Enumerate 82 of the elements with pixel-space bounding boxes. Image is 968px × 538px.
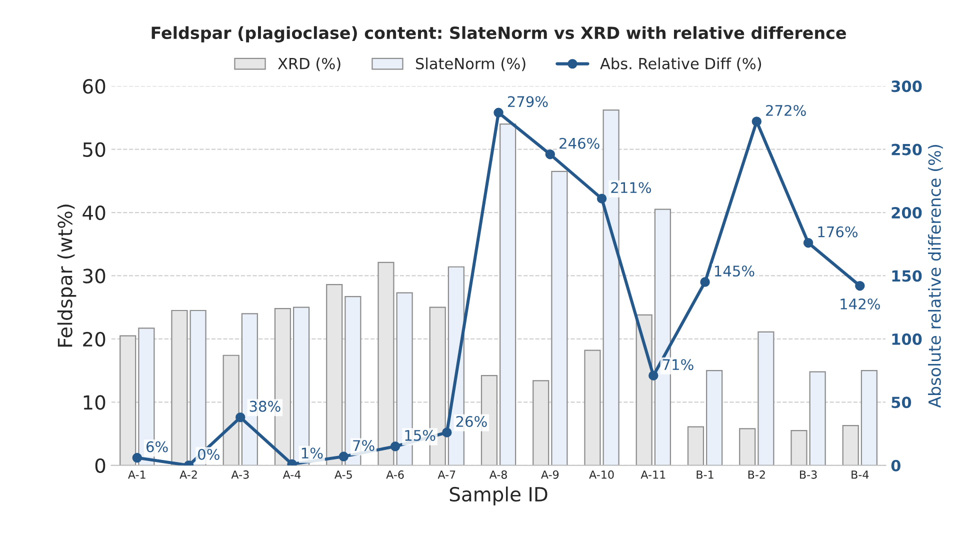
y2-tick-label: 0 (891, 460, 900, 472)
bar (706, 370, 723, 466)
y-tick-label: 20 (83, 332, 106, 347)
bar (739, 428, 756, 466)
point (700, 277, 710, 287)
y-tick-label: 0 (95, 458, 106, 474)
y-tick-label: 60 (83, 79, 106, 94)
data-label: 279% (508, 96, 548, 108)
legend-label: SlateNorm (%) (416, 58, 526, 72)
y2-tick-label: 50 (892, 396, 912, 408)
bar (758, 331, 774, 466)
x-tick-label: A-1 (128, 470, 146, 479)
y2-tick-label: 250 (892, 144, 922, 156)
point (545, 149, 556, 160)
data-label: 272% (766, 104, 806, 116)
data-label: 71% (662, 359, 694, 370)
x-tick-label: A-3 (231, 470, 249, 479)
x-tick-label: A-9 (541, 470, 559, 479)
x-tick-label: A-7 (438, 470, 456, 479)
y-axis-title: Feldspar (wt%) (57, 204, 76, 347)
y2-tick-label: 150 (892, 270, 922, 282)
legend-label: XRD (%) (278, 58, 340, 72)
bar (326, 284, 343, 466)
x-tick-label: B-1 (696, 470, 714, 479)
y-tick-label: 10 (84, 395, 106, 410)
y2-tick-label: 200 (892, 206, 922, 219)
point (338, 452, 348, 462)
data-label: 6% (146, 441, 168, 452)
x-tick-label: A-2 (180, 470, 197, 479)
x-tick-label: B-4 (852, 470, 869, 479)
point (132, 452, 142, 463)
data-label: 15% (405, 430, 436, 441)
bar (809, 371, 826, 466)
x-tick-label: A-8 (489, 470, 507, 479)
point (803, 238, 814, 248)
bar (687, 426, 704, 466)
y-tick-label: 30 (83, 268, 106, 284)
bar (532, 380, 550, 466)
bar (584, 350, 601, 466)
bar (171, 310, 188, 466)
y2-tick-label: 300 (892, 80, 922, 92)
data-label: 0% (198, 448, 220, 460)
y-tick-label: 50 (83, 142, 106, 157)
x-tick-label: A-4 (282, 470, 301, 479)
x-tick-label: A-11 (640, 470, 666, 479)
bar (860, 370, 878, 466)
y-tick-label: 40 (82, 205, 106, 220)
x-tick-label: B-3 (800, 470, 817, 479)
data-label: 26% (456, 416, 487, 428)
data-label: 145% (714, 266, 754, 277)
x-tick-label: B-2 (748, 470, 765, 479)
point (855, 280, 865, 291)
data-label: 142% (840, 298, 880, 310)
data-label: 246% (560, 138, 600, 149)
bar (500, 123, 516, 466)
data-label: 1% (302, 448, 323, 459)
y2-tick-label: 100 (892, 333, 922, 345)
bar (842, 424, 859, 466)
bar (551, 170, 568, 466)
x-tick-label: A-10 (589, 470, 614, 479)
bar (790, 430, 808, 466)
bar (636, 314, 652, 466)
point (442, 428, 452, 438)
data-label: 7% (353, 440, 374, 452)
x-axis-title: Sample ID (450, 486, 548, 506)
x-tick-label: A-5 (334, 470, 352, 479)
bar (222, 354, 240, 466)
point (390, 442, 400, 452)
data-label: 38% (250, 400, 280, 412)
point (752, 116, 762, 126)
legend-label: Abs. Relative Diff (%) (600, 58, 762, 72)
point (236, 412, 246, 422)
data-label: 211% (611, 182, 651, 194)
point (494, 108, 504, 118)
bar (378, 262, 394, 466)
point (596, 194, 607, 204)
data-label: 176% (818, 226, 858, 238)
x-tick-label: A-6 (386, 470, 404, 479)
chart-title: Feldspar (plagioclase) content: SlateNorm vs XRD with relative difference (152, 26, 846, 42)
bar (120, 335, 136, 466)
y2-axis-title: Absolute relative difference (%) (928, 144, 943, 408)
point (648, 370, 658, 380)
